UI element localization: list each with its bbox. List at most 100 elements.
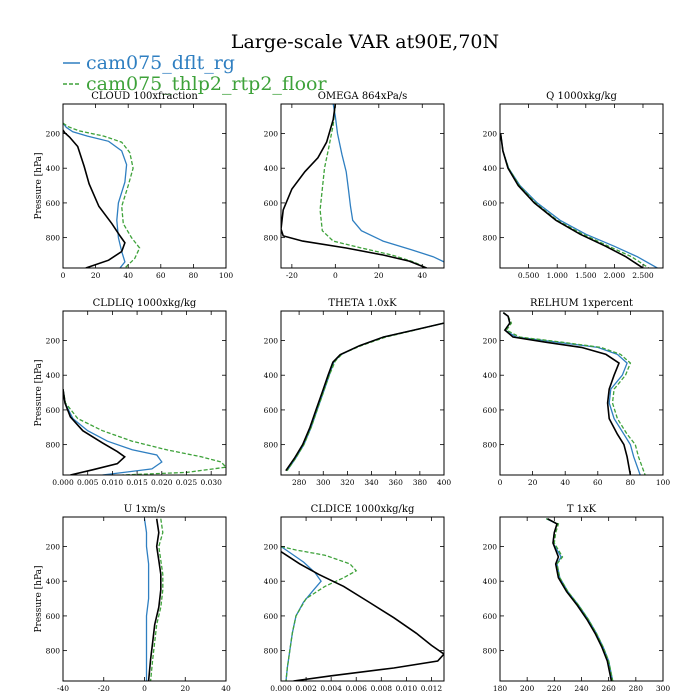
series-line-dflt	[332, 104, 444, 263]
y-tick-label: 800	[264, 234, 279, 243]
panel-title: THETA 1.0xK	[328, 298, 397, 309]
x-tick-label: 0	[61, 271, 66, 280]
x-tick-label: 0.006	[345, 684, 367, 693]
panel-5: THETA 1.0xK 280 300 320 340 360 380 400 200 400 60…	[264, 298, 452, 487]
series-line-black	[547, 517, 613, 681]
y-tick-label: 600	[483, 406, 498, 415]
y-tick-label: 600	[264, 199, 279, 208]
panel-6: RELHUM 1xpercent 0 20 40 60 80 100 200 400 600 800	[483, 298, 671, 487]
panel-title: U 1xm/s	[124, 504, 166, 515]
x-tick-label: 280	[629, 684, 644, 693]
y-tick-label: 200	[46, 130, 61, 139]
series-line-dflt	[286, 322, 444, 472]
panel-title: CLOUD 100xfraction	[91, 91, 198, 102]
x-tick-label: 0	[498, 478, 503, 487]
x-tick-label: 0.008	[371, 684, 393, 693]
y-tick-label: 400	[46, 577, 61, 586]
panel-3: Q 1000xkg/kg 0.500 1.000 1.500 2.000 2.500 200…	[483, 91, 664, 280]
y-tick-label: 600	[483, 612, 498, 621]
x-tick-label: 60	[156, 271, 166, 280]
y-tick-label: 600	[264, 612, 279, 621]
y-tick-label: 200	[483, 130, 498, 139]
x-tick-label: 340	[364, 478, 379, 487]
x-tick-label: 80	[626, 478, 636, 487]
panel-title: Q 1000xkg/kg	[546, 91, 617, 102]
x-tick-label: 80	[189, 271, 199, 280]
x-tick-label: -40	[57, 684, 69, 693]
y-tick-label: 600	[46, 612, 61, 621]
y-tick-label: 800	[483, 234, 498, 243]
plot-frame	[499, 516, 664, 682]
y-tick-label: 800	[264, 441, 279, 450]
series-line-thlp2	[286, 322, 444, 472]
panel-8: CLDICE 1000xkg/kg 0.000 0.002 0.004 0.006 0.0…	[264, 504, 445, 693]
y-tick-label: 800	[46, 441, 61, 450]
x-tick-label: 180	[493, 684, 508, 693]
series-line-black	[502, 312, 632, 475]
y-tick-label: 200	[264, 337, 279, 346]
series-line-thlp2	[63, 122, 141, 268]
x-tick-label: -20	[98, 684, 110, 693]
x-tick-label: 0	[142, 684, 147, 693]
panel-title: CLDLIQ 1000xkg/kg	[93, 298, 197, 309]
plot-frame	[62, 516, 227, 682]
y-tick-label: 400	[264, 371, 279, 380]
x-tick-label: 0.000	[52, 478, 74, 487]
x-tick-label: 100	[219, 271, 234, 280]
x-tick-label: 20	[374, 271, 384, 280]
series-line-thlp2	[545, 518, 614, 681]
legend-label-thlp2: cam075_thlp2_rtp2_floor	[86, 73, 327, 95]
x-tick-label: 40	[221, 684, 231, 693]
x-tick-label: 0.025	[176, 478, 198, 487]
x-tick-label: 300	[656, 684, 671, 693]
x-tick-label: 300	[316, 478, 331, 487]
y-axis-label: Pressure [hPa]	[34, 359, 44, 426]
panel-9: T 1xK 180 200 220 240 260 280 300 200 400 600 800	[483, 504, 671, 693]
y-tick-label: 200	[264, 543, 279, 552]
series-line-dflt	[63, 122, 128, 268]
x-tick-label: 100	[656, 478, 671, 487]
series-line-dflt	[500, 133, 658, 268]
series-line-dflt	[63, 389, 163, 475]
figure-title: Large-scale VAR at90E,70N	[231, 31, 499, 53]
y-tick-label: 400	[46, 371, 61, 380]
x-tick-label: 200	[520, 684, 535, 693]
series-line-thlp2	[500, 133, 650, 268]
x-tick-label: 240	[574, 684, 589, 693]
y-tick-label: 400	[46, 164, 61, 173]
y-tick-label: 600	[46, 406, 61, 415]
x-tick-label: 0.030	[200, 478, 222, 487]
series-line-black	[63, 129, 126, 268]
series-line-dflt	[143, 518, 150, 681]
panel-7: U 1xm/s -40 -20 0 20 40 200 400 600 800 Pressure […	[34, 504, 231, 693]
plot-frame	[499, 310, 664, 476]
panel-title: CLDICE 1000xkg/kg	[311, 504, 415, 515]
x-tick-label: 0.020	[151, 478, 173, 487]
plot-frame	[280, 310, 445, 476]
series-line-thlp2	[63, 388, 226, 475]
x-tick-label: -20	[286, 271, 298, 280]
x-tick-label: 40	[417, 271, 427, 280]
series-line-black	[281, 104, 427, 268]
legend: cam075_dflt_rg cam075_thlp2_rtp2_floor	[63, 52, 327, 95]
y-tick-label: 800	[46, 647, 61, 656]
panel-4: CLDLIQ 1000xkg/kg0.000 0.005 0.010 0.015 0.0…	[34, 298, 227, 487]
series-line-thlp2	[319, 104, 427, 268]
y-tick-label: 400	[483, 164, 498, 173]
x-tick-label: 220	[547, 684, 562, 693]
y-tick-label: 600	[264, 406, 279, 415]
y-tick-label: 800	[46, 234, 61, 243]
x-tick-label: 0.005	[77, 478, 99, 487]
y-tick-label: 600	[483, 199, 498, 208]
x-tick-label: 0.500	[518, 271, 540, 280]
plot-frame	[499, 103, 664, 269]
plot-frame	[280, 103, 445, 269]
x-tick-label: 0.010	[396, 684, 418, 693]
x-tick-label: 2.000	[604, 271, 626, 280]
y-tick-label: 400	[264, 577, 279, 586]
plot-frame	[62, 103, 227, 269]
x-tick-label: 360	[389, 478, 404, 487]
x-tick-label: 0.002	[295, 684, 317, 693]
panel-title: RELHUM 1xpercent	[530, 298, 633, 309]
